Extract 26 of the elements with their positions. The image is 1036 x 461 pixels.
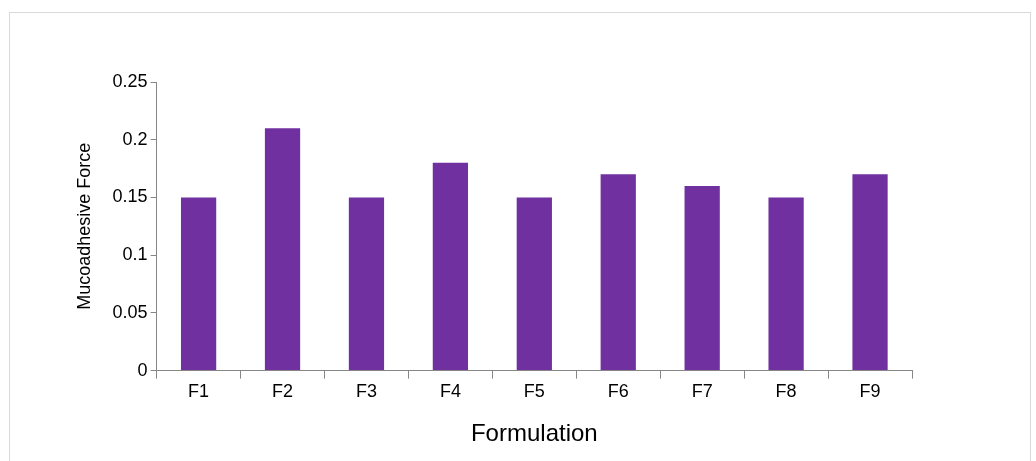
bar (432, 162, 469, 371)
y-tick-label: 0.25 (112, 70, 148, 91)
bar (516, 197, 552, 371)
x-tick-label: F4 (439, 381, 461, 402)
x-axis-title: Formulation (470, 419, 598, 447)
x-tick-label: F9 (859, 381, 881, 402)
x-tick-label: F5 (523, 381, 545, 402)
bar (348, 197, 385, 371)
bar (264, 128, 301, 371)
y-tick-label: 0 (137, 359, 148, 380)
x-tick-label: F6 (607, 381, 629, 402)
y-tick-label: 0.2 (122, 128, 148, 149)
x-tick-label: F2 (272, 381, 294, 402)
bar (180, 197, 217, 371)
bar (768, 197, 804, 371)
bar (684, 185, 720, 371)
x-tick-label: F1 (188, 381, 210, 402)
bar (600, 174, 636, 371)
bar (852, 174, 888, 371)
x-tick-label: F8 (775, 381, 797, 402)
x-tick-label: F7 (691, 381, 713, 402)
y-axis-title: Mucoadhesive Force (73, 142, 94, 310)
y-tick-label: 0.15 (112, 186, 148, 207)
y-tick-label: 0.05 (112, 301, 148, 322)
x-tick-label: F3 (355, 381, 377, 402)
y-tick-label: 0.1 (122, 244, 148, 265)
